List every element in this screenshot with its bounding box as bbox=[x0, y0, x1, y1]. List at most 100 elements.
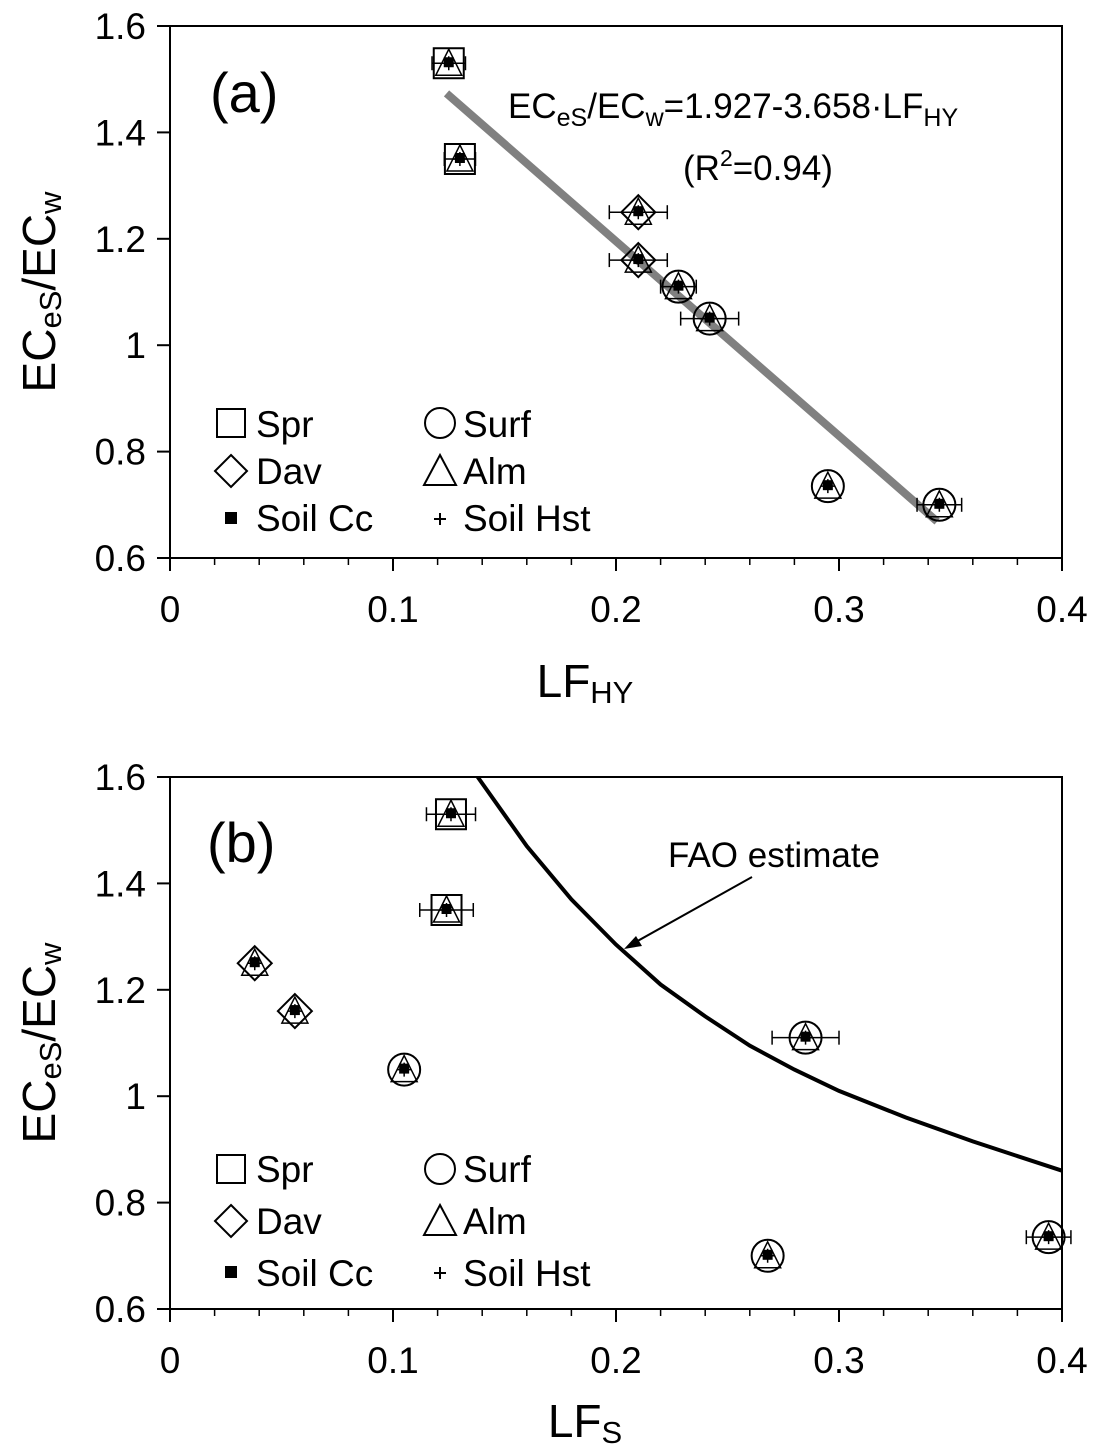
y-tick-label: 1.6 bbox=[95, 6, 146, 47]
y-axis-label-b: ECeS/ECw bbox=[13, 942, 68, 1144]
soil-hst-marker bbox=[1041, 1230, 1056, 1245]
data-point-circle bbox=[387, 1052, 422, 1087]
soil-hst-marker bbox=[397, 1062, 412, 1077]
points-a bbox=[431, 47, 963, 522]
legend-b: Spr Surf Dav Alm Soil Cc Soil Hst bbox=[213, 1149, 591, 1294]
legend-label-soil-cc: Soil Cc bbox=[256, 498, 373, 539]
soil-hst-marker bbox=[443, 807, 458, 822]
y-tick-label: 0.6 bbox=[95, 538, 146, 579]
ticks-b bbox=[157, 776, 1063, 1322]
triangle-marker bbox=[791, 1022, 820, 1051]
regression-equation: ECeS/ECw=1.927-3.658·LFHY bbox=[508, 87, 958, 132]
diamond-marker bbox=[619, 241, 657, 279]
soil-hst-marker bbox=[702, 311, 717, 326]
data-point-square bbox=[425, 798, 477, 831]
legend-label-spr: Spr bbox=[256, 1149, 314, 1190]
data-point-diamond bbox=[608, 241, 669, 279]
data-point-circle bbox=[810, 469, 845, 504]
triangle-marker bbox=[813, 470, 843, 499]
circle-marker bbox=[922, 487, 957, 522]
x-tick-label: 0.4 bbox=[1036, 1340, 1087, 1381]
diamond-marker bbox=[276, 992, 314, 1030]
triangle-marker bbox=[624, 196, 653, 225]
circle-marker bbox=[661, 269, 696, 304]
legend-circle-symbol bbox=[424, 1153, 456, 1185]
legend-triangle-symbol bbox=[422, 1202, 458, 1236]
legend-plus-symbol bbox=[434, 513, 446, 525]
legend-label-dav: Dav bbox=[256, 451, 322, 492]
panel-label-a: (a) bbox=[210, 61, 278, 124]
panel-label-b: (b) bbox=[207, 811, 275, 874]
data-point-circle bbox=[679, 301, 740, 336]
x-axis-label-b: LFS bbox=[548, 1395, 622, 1450]
soil-hst-marker bbox=[671, 279, 686, 294]
legend-a: Spr Surf Dav Alm Soil Cc Soil Hst bbox=[213, 404, 591, 539]
diamond-marker bbox=[619, 193, 657, 231]
y-tick-label: 0.8 bbox=[95, 1183, 146, 1224]
triangle-marker bbox=[280, 995, 310, 1024]
triangle-marker bbox=[445, 143, 475, 172]
soil-hst-marker bbox=[798, 1030, 813, 1045]
x-tick-label: 0 bbox=[160, 1340, 181, 1381]
y-tick-label: 1.2 bbox=[95, 219, 146, 260]
x-tick-label: 0.2 bbox=[590, 589, 641, 630]
panel-b: 0 0.1 0.2 0.3 0.4 0.6 0.8 1 1.2 1.4 1.6 (b) FAO es… bbox=[13, 757, 1088, 1450]
legend-label-soil-cc: Soil Cc bbox=[256, 1253, 373, 1294]
y-tick-label: 0.6 bbox=[95, 1289, 146, 1330]
triangle-marker bbox=[434, 47, 463, 76]
legend-label-soil-hst: Soil Hst bbox=[463, 1253, 591, 1294]
data-point-circle bbox=[1025, 1220, 1072, 1255]
legend-label-alm: Alm bbox=[463, 451, 527, 492]
legend-diamond-symbol bbox=[213, 1203, 249, 1239]
soil-hst-marker bbox=[760, 1248, 775, 1263]
y-tick-label: 1.6 bbox=[95, 757, 146, 798]
circle-marker bbox=[788, 1020, 823, 1055]
data-point-diamond bbox=[276, 992, 314, 1030]
data-point-diamond bbox=[608, 193, 669, 231]
soil-hst-marker bbox=[439, 903, 454, 917]
legend-filled-square-symbol bbox=[225, 512, 237, 524]
fao-estimate-label: FAO estimate bbox=[668, 836, 880, 875]
r-squared-label: (R2=0.94) bbox=[683, 145, 833, 188]
circle-marker bbox=[750, 1238, 785, 1273]
soil-hst-marker bbox=[631, 205, 646, 220]
triangle-marker bbox=[695, 302, 724, 332]
ticks-a bbox=[157, 25, 1063, 571]
data-point-circle bbox=[750, 1238, 785, 1273]
triangle-marker bbox=[436, 798, 466, 827]
data-point-square bbox=[431, 47, 467, 80]
y-tick-label: 1.4 bbox=[95, 863, 146, 904]
legend-circle-symbol bbox=[424, 407, 456, 439]
legend-diamond-symbol bbox=[213, 453, 249, 489]
x-tick-label: 0.3 bbox=[813, 1340, 864, 1381]
y-axis-label-a: ECeS/ECw bbox=[13, 191, 68, 393]
diamond-marker bbox=[236, 944, 274, 982]
legend-label-dav: Dav bbox=[256, 1201, 322, 1242]
soil-hst-marker bbox=[287, 1004, 302, 1019]
circle-marker bbox=[387, 1052, 422, 1087]
data-point-square bbox=[419, 894, 475, 926]
soil-hst-marker bbox=[631, 253, 646, 268]
y-tick-label: 1 bbox=[125, 325, 146, 366]
soil-hst-marker bbox=[820, 479, 835, 494]
data-point-circle bbox=[771, 1020, 840, 1055]
legend-triangle-symbol bbox=[422, 452, 458, 486]
legend-label-spr: Spr bbox=[256, 404, 314, 445]
triangle-marker bbox=[240, 947, 269, 976]
soil-hst-marker bbox=[441, 56, 456, 71]
x-tick-label: 0 bbox=[160, 589, 181, 630]
legend-filled-square-symbol bbox=[225, 1266, 237, 1278]
regression-line bbox=[443, 90, 940, 525]
x-tick-label: 0.2 bbox=[590, 1340, 641, 1381]
y-tick-label: 0.8 bbox=[95, 432, 146, 473]
legend-square-symbol bbox=[216, 408, 246, 438]
fao-arrowhead bbox=[624, 936, 642, 949]
triangle-marker bbox=[432, 894, 461, 923]
tick-labels-a: 0 0.1 0.2 0.3 0.4 0.6 0.8 1 1.2 1.4 1.6 bbox=[95, 6, 1088, 630]
triangle-marker bbox=[1034, 1221, 1063, 1250]
legend-label-soil-hst: Soil Hst bbox=[463, 498, 591, 539]
soil-hst-marker bbox=[452, 152, 467, 166]
data-point-diamond bbox=[236, 944, 274, 982]
soil-hst-marker bbox=[247, 956, 262, 971]
points-b bbox=[236, 798, 1072, 1273]
